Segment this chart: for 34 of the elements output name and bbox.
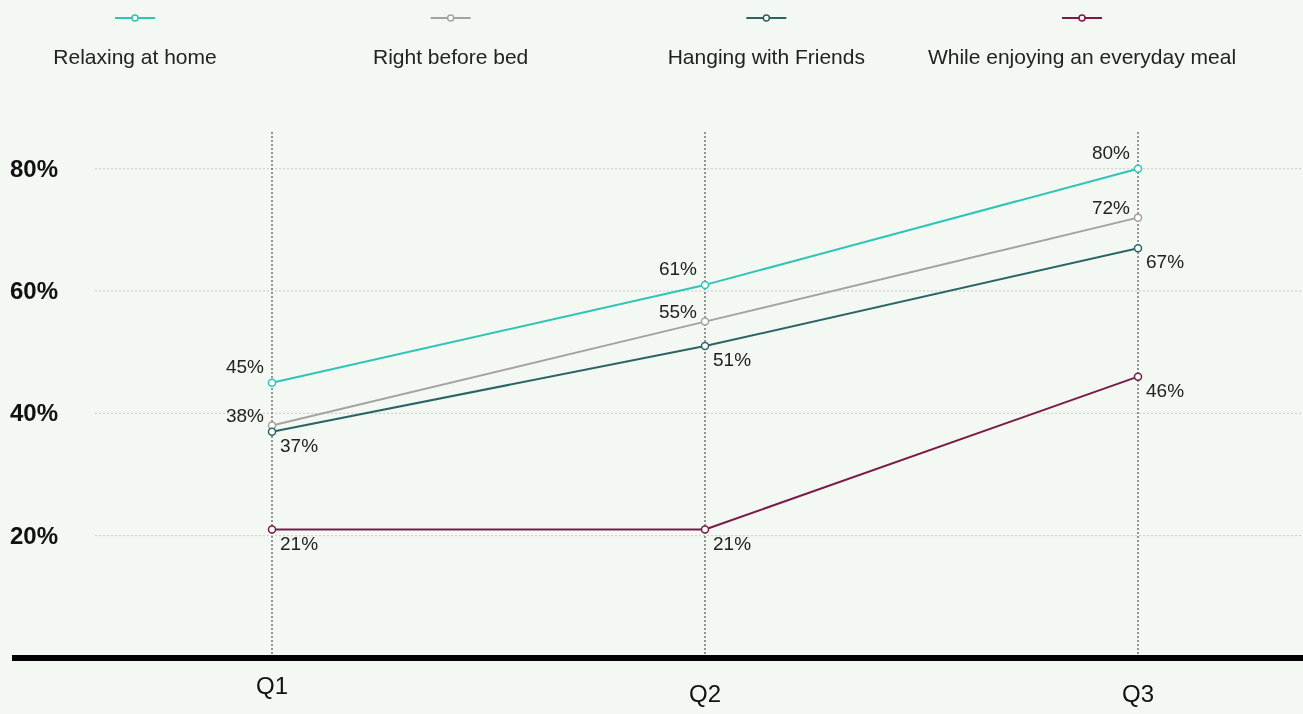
- data-label: 80%: [1091, 141, 1131, 163]
- point: [1133, 164, 1143, 173]
- point: [700, 317, 710, 326]
- point: [700, 341, 710, 351]
- legend-label: Hanging with Friends: [667, 45, 865, 68]
- data-label: 72%: [1091, 196, 1131, 218]
- legend-label: Right before bed: [373, 45, 529, 68]
- point: [700, 525, 710, 534]
- legend-label: Relaxing at home: [53, 45, 217, 68]
- data-label: 37%: [280, 434, 319, 456]
- data-label: 67%: [1146, 251, 1185, 273]
- data-label: 21%: [713, 532, 752, 554]
- point: [1133, 372, 1143, 381]
- point: [267, 525, 277, 534]
- data-label: 46%: [1146, 379, 1185, 401]
- point: [1133, 213, 1143, 222]
- point: [700, 280, 710, 290]
- point: [267, 378, 277, 388]
- y-tick-label: 60%: [10, 277, 59, 305]
- y-tick-label: 20%: [10, 521, 59, 549]
- data-label: 61%: [658, 257, 698, 279]
- data-label: 45%: [225, 355, 265, 377]
- point: [1133, 243, 1143, 253]
- legend-label: While enjoying an everyday meal: [927, 45, 1237, 68]
- point: [267, 427, 277, 436]
- x-tick-label: Q2: [688, 680, 722, 707]
- x-tick-label: Q1: [255, 672, 289, 699]
- x-tick-label: Q3: [1121, 680, 1155, 707]
- data-label: 38%: [225, 404, 265, 426]
- data-label: 51%: [713, 349, 752, 371]
- y-tick-label: 80%: [10, 154, 59, 182]
- data-label: 55%: [658, 300, 698, 322]
- y-tick-label: 40%: [10, 399, 59, 427]
- data-label: 21%: [280, 532, 319, 554]
